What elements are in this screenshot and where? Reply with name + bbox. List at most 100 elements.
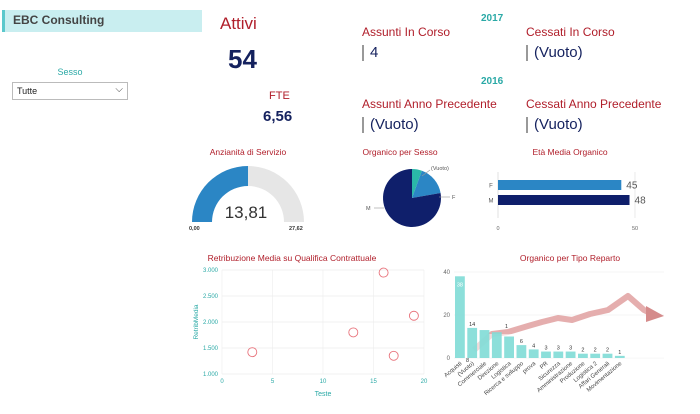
attivi-label: Attivi — [220, 14, 257, 33]
scatter-point[interactable] — [247, 347, 258, 358]
cessati-prec-value: (Vuoto) — [534, 116, 583, 133]
scatter-ytick: 1.000 — [203, 372, 219, 378]
gauge-min-label: 0,00 — [189, 226, 200, 232]
trend-arrow-head — [646, 306, 664, 322]
reparto-extra-label-1: 1 — [505, 324, 508, 330]
gauge-fill — [192, 166, 248, 222]
reparto-bar[interactable] — [504, 336, 514, 359]
reparto-data-label: 3 — [569, 346, 572, 352]
dropdown-value: Tutte — [17, 86, 38, 96]
year-previous: 2016 — [481, 76, 504, 87]
company-title: EBC Consulting — [2, 10, 202, 32]
reparto-data-label: 3 — [544, 346, 547, 352]
fte-value: 6,56 — [263, 108, 293, 125]
reparto-bar[interactable] — [602, 353, 613, 358]
gauge-max-label: 27,62 — [289, 226, 303, 232]
scatter-point[interactable] — [348, 327, 359, 338]
reparto-ytick: 0 — [447, 356, 451, 362]
scatter-point[interactable] — [388, 350, 399, 361]
gauge-chart: 13,81 0,00 27,62 — [189, 166, 304, 232]
card-marker — [362, 45, 364, 62]
pie-label-vuoto: (Vuoto) — [431, 166, 449, 172]
reparto-category-label: prova — [522, 361, 538, 376]
eta-tick-0: 0 — [496, 226, 499, 232]
reparto-bar[interactable] — [467, 327, 478, 358]
assunti-corso-value: 4 — [370, 44, 379, 61]
eta-tick-50: 50 — [632, 226, 638, 232]
pie-title: Organico per Sesso — [362, 147, 438, 157]
reparto-bar[interactable] — [565, 351, 576, 358]
sex-dropdown[interactable]: Tutte ⌵ — [12, 82, 128, 100]
card-marker — [526, 117, 528, 134]
scatter-xtick: 5 — [271, 379, 275, 385]
year-current: 2017 — [481, 13, 504, 24]
reparto-ytick: 40 — [443, 270, 450, 276]
gauge-value: 13,81 — [225, 203, 268, 222]
card-marker — [526, 45, 528, 62]
reparto-bar[interactable] — [578, 353, 588, 358]
reparto-ytick: 20 — [443, 313, 450, 319]
reparto-bar[interactable] — [479, 330, 490, 358]
eta-bar — [498, 180, 622, 190]
eta-bar — [498, 195, 630, 205]
cessati-corso-value: (Vuoto) — [534, 44, 583, 61]
scatter-point[interactable] — [378, 267, 389, 278]
card-marker — [362, 117, 364, 134]
scatter-xlabel: Teste — [315, 391, 332, 398]
reparto-bar[interactable] — [491, 332, 502, 358]
reparto-bar[interactable] — [553, 351, 564, 358]
cessati-corso-card: (Vuoto) — [526, 44, 583, 62]
scatter-xtick: 20 — [421, 379, 428, 385]
pie-slice — [412, 169, 422, 198]
pie-slice — [383, 169, 441, 227]
reparto-bar[interactable] — [590, 353, 601, 358]
reparto-data-label: 4 — [532, 343, 535, 349]
company-name: EBC Consulting — [13, 13, 105, 27]
pie-chart: (Vuoto) F M — [366, 166, 456, 227]
scatter-xtick: 10 — [320, 379, 327, 385]
eta-chart: F 45 M 48 0 50 — [489, 172, 646, 232]
fte-label: FTE — [269, 90, 290, 102]
scatter-xtick: 15 — [370, 379, 377, 385]
assunti-prec-card: (Vuoto) — [362, 116, 419, 134]
eta-title: Età Media Organico — [532, 147, 608, 157]
reparto-data-label: 3 — [557, 346, 560, 352]
reparto-data-label: 2 — [581, 348, 584, 354]
pie-label-f: F — [452, 195, 456, 201]
gauge-title: Anzianità di Servizio — [209, 147, 287, 157]
cessati-prec-card: (Vuoto) — [526, 116, 583, 134]
reparto-title: Organico per Tipo Reparto — [519, 253, 621, 263]
scatter-xtick: 0 — [220, 379, 224, 385]
trend-arrow — [472, 293, 658, 353]
scatter-ytick: 1.500 — [203, 346, 219, 352]
scatter-ytick: 2.500 — [203, 294, 219, 300]
reparto-bar[interactable] — [455, 276, 465, 358]
slicer-label: Sesso — [57, 67, 83, 77]
reparto-bar[interactable] — [614, 355, 625, 358]
scatter-ytick: 3.000 — [203, 268, 219, 274]
reparto-bar[interactable] — [541, 351, 551, 358]
scatter-title: Retribuzione Media su Qualifica Contratt… — [207, 253, 377, 263]
scatter-ytick: 2.000 — [203, 320, 219, 326]
reparto-data-label: 1 — [618, 350, 621, 356]
assunti-corso-card: 4 — [362, 44, 379, 62]
reparto-data-label: 38 — [457, 282, 463, 288]
assunti-corso-label: Assunti In Corso — [362, 25, 451, 39]
eta-category-label: M — [489, 199, 494, 205]
reparto-bar[interactable] — [516, 345, 527, 358]
scatter-point[interactable] — [408, 310, 419, 321]
eta-data-label: 45 — [626, 181, 638, 192]
pie-slice — [412, 170, 441, 198]
assunti-prec-value: (Vuoto) — [370, 116, 419, 133]
chevron-down-icon: ⌵ — [115, 84, 123, 95]
cessati-corso-label: Cessati In Corso — [526, 25, 615, 39]
reparto-extra-label-0: 8 — [466, 358, 469, 364]
eta-category-label: F — [489, 184, 493, 190]
scatter-ylabel: RetribMedia — [193, 304, 200, 339]
reparto-bar[interactable] — [528, 349, 539, 358]
cessati-prec-label: Cessati Anno Precedente — [526, 97, 662, 111]
assunti-prec-label: Assunti Anno Precedente — [362, 97, 497, 111]
reparto-data-label: 6 — [520, 339, 523, 345]
